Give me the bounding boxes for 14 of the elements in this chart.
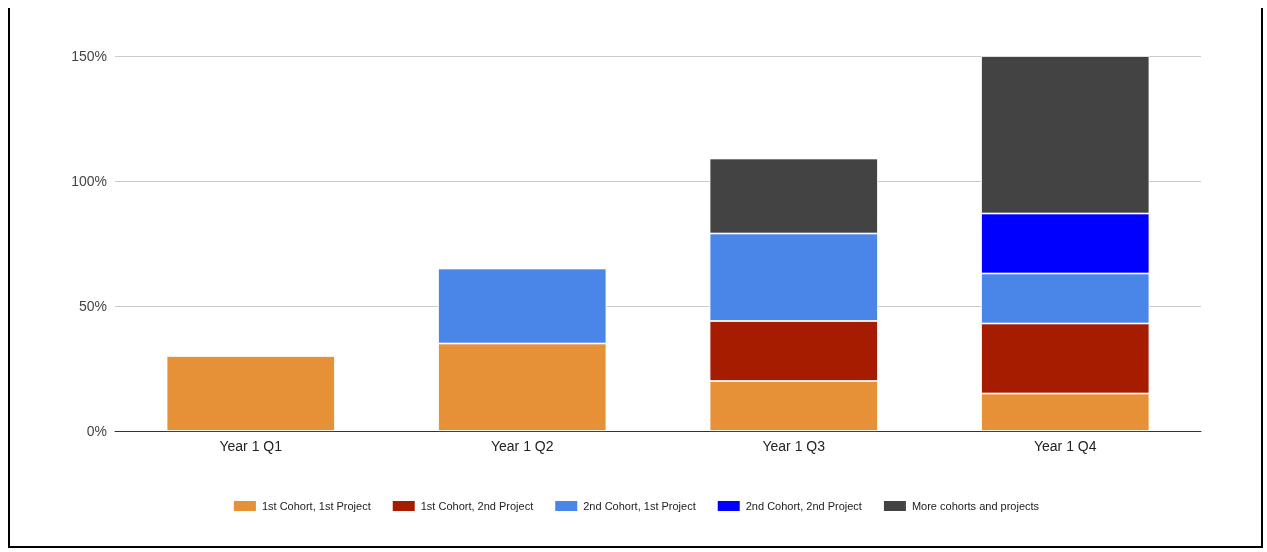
y-tick-label: 100% — [71, 173, 107, 189]
legend-label: More cohorts and projects — [911, 500, 1040, 512]
y-tick-label: 0% — [86, 423, 107, 439]
y-tick-label: 150% — [71, 48, 107, 64]
x-tick-label: Year 1 Q1 — [219, 438, 283, 454]
legend-label: 1st Cohort, 1st Project — [261, 500, 371, 512]
x-tick-label: Year 1 Q3 — [762, 438, 826, 454]
legend-label: 2nd Cohort, 1st Project — [583, 500, 696, 512]
legend-label: 1st Cohort, 2nd Project — [420, 500, 534, 512]
x-tick-label: Year 1 Q4 — [1033, 438, 1097, 454]
y-tick-label: 50% — [78, 298, 107, 314]
legend-label: 2nd Cohort, 2nd Project — [745, 500, 862, 512]
bar — [166, 356, 335, 431]
x-tick-label: Year 1 Q2 — [490, 438, 554, 454]
